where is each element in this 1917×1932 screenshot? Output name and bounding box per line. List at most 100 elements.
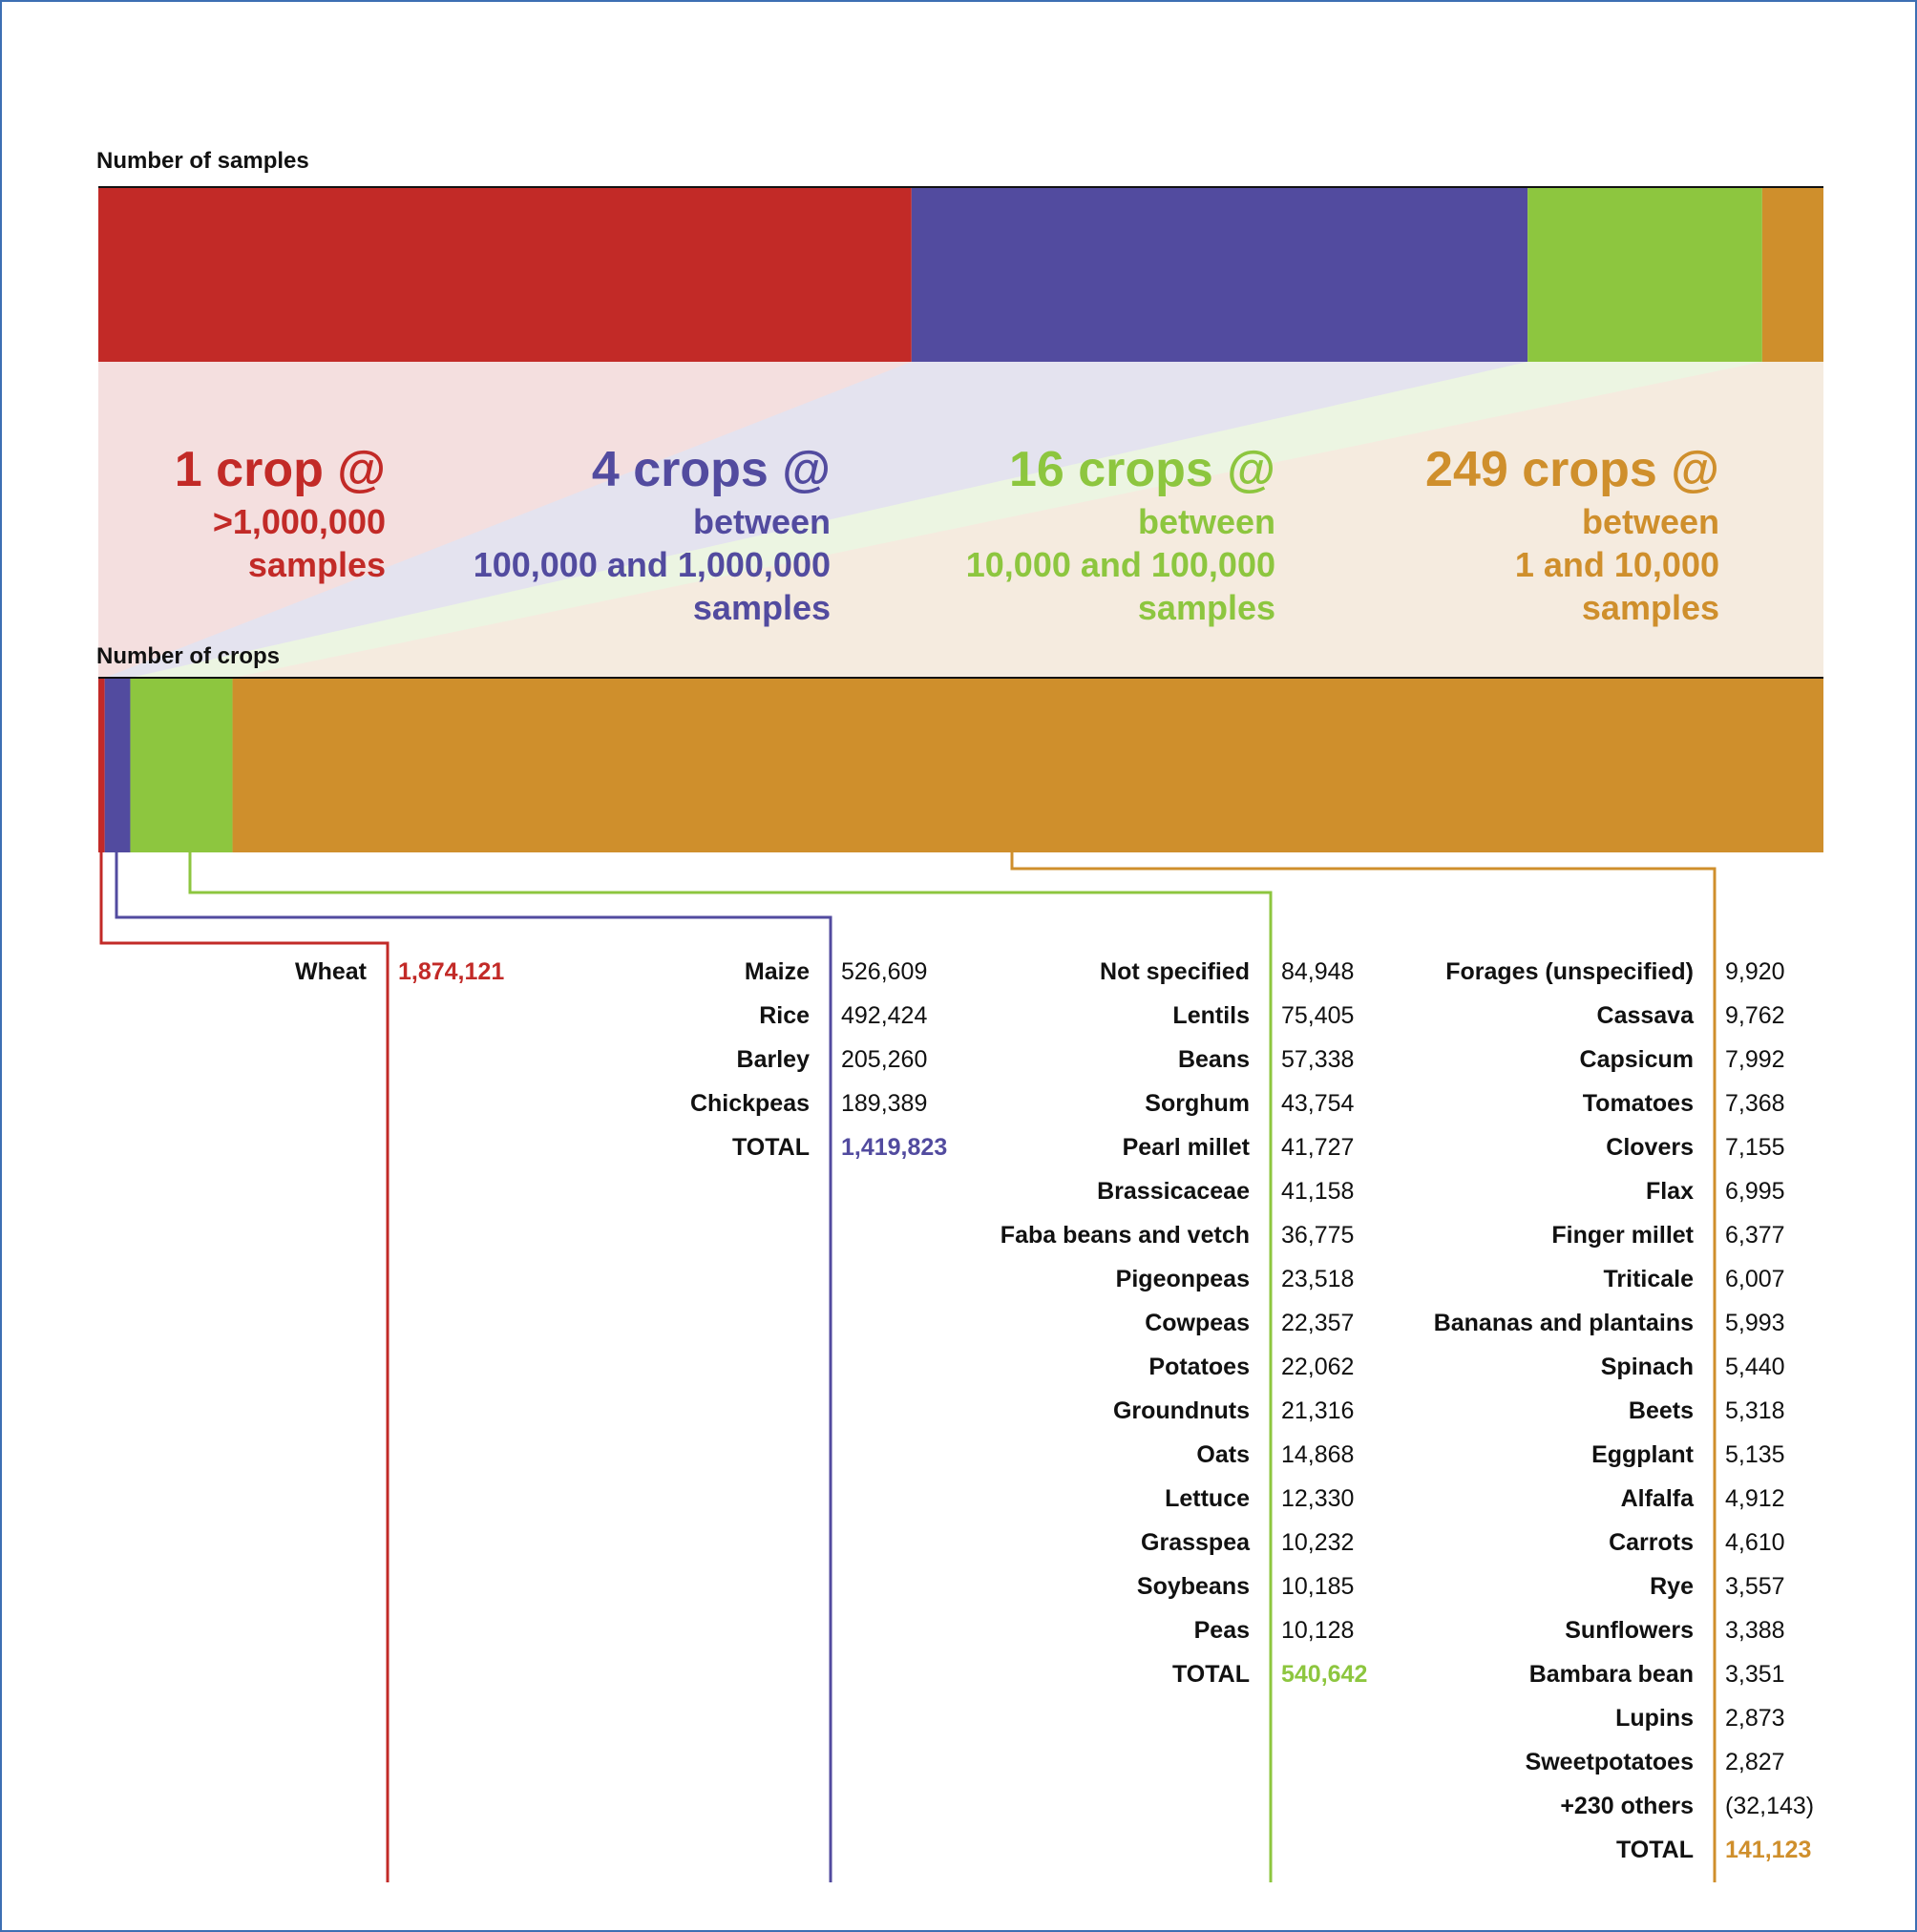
list-item: Eggplant 5,135 bbox=[0, 1433, 1917, 1477]
crop-name: Pigeonpeas bbox=[1115, 1266, 1250, 1292]
crop-value: 21,316 bbox=[1281, 1397, 1355, 1424]
group-subtitle-line: samples bbox=[1581, 588, 1719, 627]
group-title: 16 crops @ bbox=[1008, 442, 1275, 497]
crop-name: Sunflowers bbox=[1565, 1617, 1694, 1644]
samples-bar-g3 bbox=[1527, 187, 1762, 362]
list-item: Tomatoes 7,368 bbox=[0, 1082, 1917, 1125]
group-subtitle-line: samples bbox=[692, 588, 831, 627]
list-item: Lupins 2,873 bbox=[0, 1696, 1917, 1740]
crop-value: 4,610 bbox=[1725, 1529, 1785, 1556]
crop-name: Potatoes bbox=[1148, 1354, 1250, 1380]
crops-bar-g2 bbox=[104, 678, 131, 852]
crop-value: 75,405 bbox=[1281, 1002, 1355, 1029]
list-item: Beans 57,338 bbox=[0, 1038, 1917, 1082]
crop-list-g4: Forages (unspecified) 9,920 Cassava 9,762 Ca… bbox=[0, 950, 1917, 1872]
crop-name: Bananas and plantains bbox=[1433, 1310, 1694, 1336]
crop-name: Beets bbox=[1628, 1397, 1694, 1424]
list-item: Lentils 75,405 bbox=[0, 994, 1917, 1038]
group-title: 249 crops @ bbox=[1425, 442, 1719, 497]
crop-value: 3,557 bbox=[1725, 1573, 1785, 1600]
list-item: Groundnuts 21,316 bbox=[0, 1389, 1917, 1433]
list-item: Sunflowers 3,388 bbox=[0, 1608, 1917, 1652]
list-item: Brassicaceae 41,158 bbox=[0, 1169, 1917, 1213]
crop-name: Sorghum bbox=[1145, 1090, 1250, 1117]
crop-name: Chickpeas bbox=[689, 1090, 810, 1117]
list-item: Capsicum 7,992 bbox=[0, 1038, 1917, 1082]
crop-value: 141,123 bbox=[1725, 1837, 1812, 1863]
crop-value: 2,827 bbox=[1725, 1749, 1785, 1775]
list-item: Beets 5,318 bbox=[0, 1389, 1917, 1433]
crop-name: Flax bbox=[1645, 1178, 1694, 1205]
crop-value: 10,128 bbox=[1281, 1617, 1355, 1644]
list-item: Oats 14,868 bbox=[0, 1433, 1917, 1477]
list-item: Alfalfa 4,912 bbox=[0, 1477, 1917, 1521]
crop-name: +230 others bbox=[1560, 1793, 1694, 1819]
list-item: Barley 205,260 bbox=[0, 1038, 1917, 1082]
crop-value: 22,357 bbox=[1281, 1310, 1355, 1336]
list-item: Finger millet 6,377 bbox=[0, 1213, 1917, 1257]
leader-line-g3 bbox=[188, 852, 1273, 1882]
crop-value: 4,912 bbox=[1725, 1485, 1785, 1512]
list-item: Sweetpotatoes 2,827 bbox=[0, 1740, 1917, 1784]
group-label-g4: 249 crops @ between 1 and 10,000 samples bbox=[1425, 439, 1719, 629]
crop-value: 14,868 bbox=[1281, 1441, 1355, 1468]
group-subtitle-line: >1,000,000 bbox=[212, 502, 386, 541]
crop-value: 3,388 bbox=[1725, 1617, 1785, 1644]
leader-line-g2 bbox=[115, 852, 832, 1882]
crop-name: Spinach bbox=[1600, 1354, 1694, 1380]
crop-value: 540,642 bbox=[1281, 1661, 1368, 1688]
group-subtitle-line: between bbox=[692, 502, 831, 541]
group-label-g2: 4 crops @ between 100,000 and 1,000,000 sam… bbox=[474, 439, 831, 629]
crop-name: Sweetpotatoes bbox=[1525, 1749, 1694, 1775]
crop-value: 6,007 bbox=[1725, 1266, 1785, 1292]
list-item: Peas 10,128 bbox=[0, 1608, 1917, 1652]
crop-name: Tomatoes bbox=[1582, 1090, 1694, 1117]
group-subtitle-line: 1 and 10,000 bbox=[1514, 545, 1719, 584]
crop-list-g2: Maize 526,609 Rice 492,424 Barley 205,260 Chic… bbox=[0, 950, 1917, 1169]
crop-name: Eggplant bbox=[1591, 1441, 1694, 1468]
samples-bar-g1 bbox=[98, 187, 912, 362]
list-item: Pigeonpeas 23,518 bbox=[0, 1257, 1917, 1301]
group-label-g1: 1 crop @ >1,000,000 samples bbox=[175, 439, 386, 586]
crop-name: Triticale bbox=[1603, 1266, 1695, 1292]
crops-bar-g4 bbox=[232, 678, 1824, 852]
crop-value: 5,993 bbox=[1725, 1310, 1785, 1336]
list-item: Forages (unspecified) 9,920 bbox=[0, 950, 1917, 994]
list-item: Clovers 7,155 bbox=[0, 1125, 1917, 1169]
crop-name: Finger millet bbox=[1551, 1222, 1694, 1249]
crop-value: 189,389 bbox=[841, 1090, 928, 1117]
crop-name: Clovers bbox=[1606, 1134, 1694, 1161]
total-row: TOTAL 141,123 bbox=[0, 1828, 1917, 1872]
crop-value: (32,143) bbox=[1725, 1793, 1815, 1819]
crop-value: 9,920 bbox=[1725, 958, 1785, 985]
list-item: Faba beans and vetch 36,775 bbox=[0, 1213, 1917, 1257]
crop-value: 492,424 bbox=[841, 1002, 928, 1029]
crops-axis-label: Number of crops bbox=[96, 643, 281, 669]
group-subtitle-line: between bbox=[1581, 502, 1719, 541]
crop-value: 1,874,121 bbox=[398, 958, 505, 985]
crop-value: 10,232 bbox=[1281, 1529, 1355, 1556]
crop-value: 84,948 bbox=[1281, 958, 1355, 985]
crop-value: 1,419,823 bbox=[841, 1134, 948, 1161]
crop-name: Cowpeas bbox=[1145, 1310, 1250, 1336]
crop-name: Alfalfa bbox=[1620, 1485, 1694, 1512]
crop-value: 22,062 bbox=[1281, 1354, 1355, 1380]
crop-value: 7,368 bbox=[1725, 1090, 1785, 1117]
crop-name: Maize bbox=[744, 958, 810, 985]
crop-name: Grasspea bbox=[1141, 1529, 1250, 1556]
band-connector-g1 bbox=[98, 362, 912, 678]
group-subtitle-line: between bbox=[1137, 502, 1275, 541]
crop-name: Bambara bean bbox=[1528, 1661, 1694, 1688]
crop-value: 12,330 bbox=[1281, 1485, 1355, 1512]
group-title: 4 crops @ bbox=[591, 442, 831, 497]
crop-value: 9,762 bbox=[1725, 1002, 1785, 1029]
list-item: Maize 526,609 bbox=[0, 950, 1917, 994]
leader-line-g4 bbox=[1010, 852, 1717, 1882]
crop-value: 205,260 bbox=[841, 1046, 928, 1073]
crop-value: 36,775 bbox=[1281, 1222, 1355, 1249]
crop-name: Oats bbox=[1196, 1441, 1250, 1468]
group-subtitle-line: samples bbox=[247, 545, 386, 584]
group-subtitle-line: 10,000 and 100,000 bbox=[965, 545, 1275, 584]
crops-bar-g1 bbox=[98, 678, 105, 852]
